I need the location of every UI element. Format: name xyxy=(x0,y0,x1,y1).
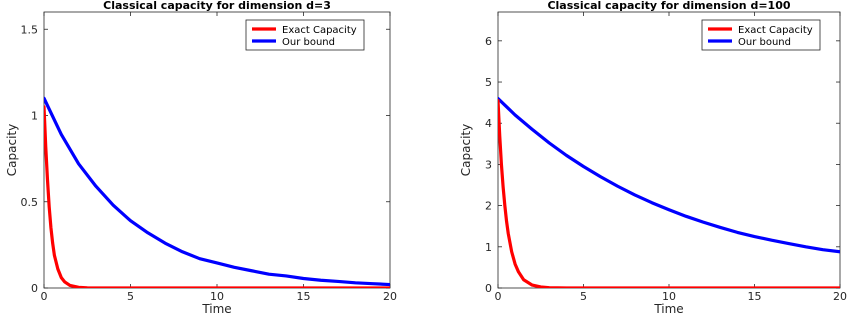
legend-box xyxy=(701,19,821,51)
y-tick-label: 0.5 xyxy=(21,196,39,209)
series-line-our-bound xyxy=(498,96,840,254)
y-tick-label: 0 xyxy=(31,282,38,295)
legend-box xyxy=(245,19,365,51)
y-tick-label: 1 xyxy=(485,241,492,254)
x-tick-label: 5 xyxy=(580,290,587,303)
y-tick-label: 5 xyxy=(485,76,492,89)
x-axis-label: Time xyxy=(653,302,683,316)
y-tick-label: 6 xyxy=(485,35,492,48)
series-line-our-bound xyxy=(44,96,390,287)
series-line-exact-capacity xyxy=(498,98,840,288)
y-tick-label: 1.5 xyxy=(21,23,39,36)
legend-entry: Our bound xyxy=(282,37,335,48)
x-axis-label: Time xyxy=(201,302,231,316)
x-tick-label: 15 xyxy=(748,290,762,303)
chart-panel-2: Classical capacity for dimension d=100 0 5… xyxy=(459,0,847,316)
plot-area xyxy=(43,11,391,289)
x-tick-label: 10 xyxy=(662,290,676,303)
x-tick-label: 10 xyxy=(210,290,224,303)
plot-area xyxy=(497,11,841,289)
y-tick-label: 1 xyxy=(31,110,38,123)
x-tick-label: 20 xyxy=(383,290,397,303)
x-tick-label: 5 xyxy=(127,290,134,303)
series-line-exact-capacity xyxy=(44,105,390,288)
chart-title: Classical capacity for dimension d=100 xyxy=(547,0,790,12)
y-tick-label: 4 xyxy=(485,117,492,130)
y-axis-label: Capacity xyxy=(459,124,473,176)
y-tick-label: 3 xyxy=(485,158,492,171)
y-tick-label: 2 xyxy=(485,200,492,213)
x-tick-label: 15 xyxy=(297,290,311,303)
chart-panel-1: Classical capacity for dimension d=30 5 10… xyxy=(5,0,397,316)
y-axis-label: Capacity xyxy=(5,124,19,176)
legend-entry: Our bound xyxy=(738,37,791,48)
x-tick-label: 20 xyxy=(833,290,847,303)
chart-title: Classical capacity for dimension d=3 xyxy=(103,0,331,12)
legend-entry: Exact Capacity xyxy=(282,25,357,36)
legend-entry: Exact Capacity xyxy=(738,25,813,36)
x-tick-label: 0 xyxy=(41,290,48,303)
y-tick-label: 0 xyxy=(485,282,492,295)
x-tick-label: 0 xyxy=(495,290,502,303)
